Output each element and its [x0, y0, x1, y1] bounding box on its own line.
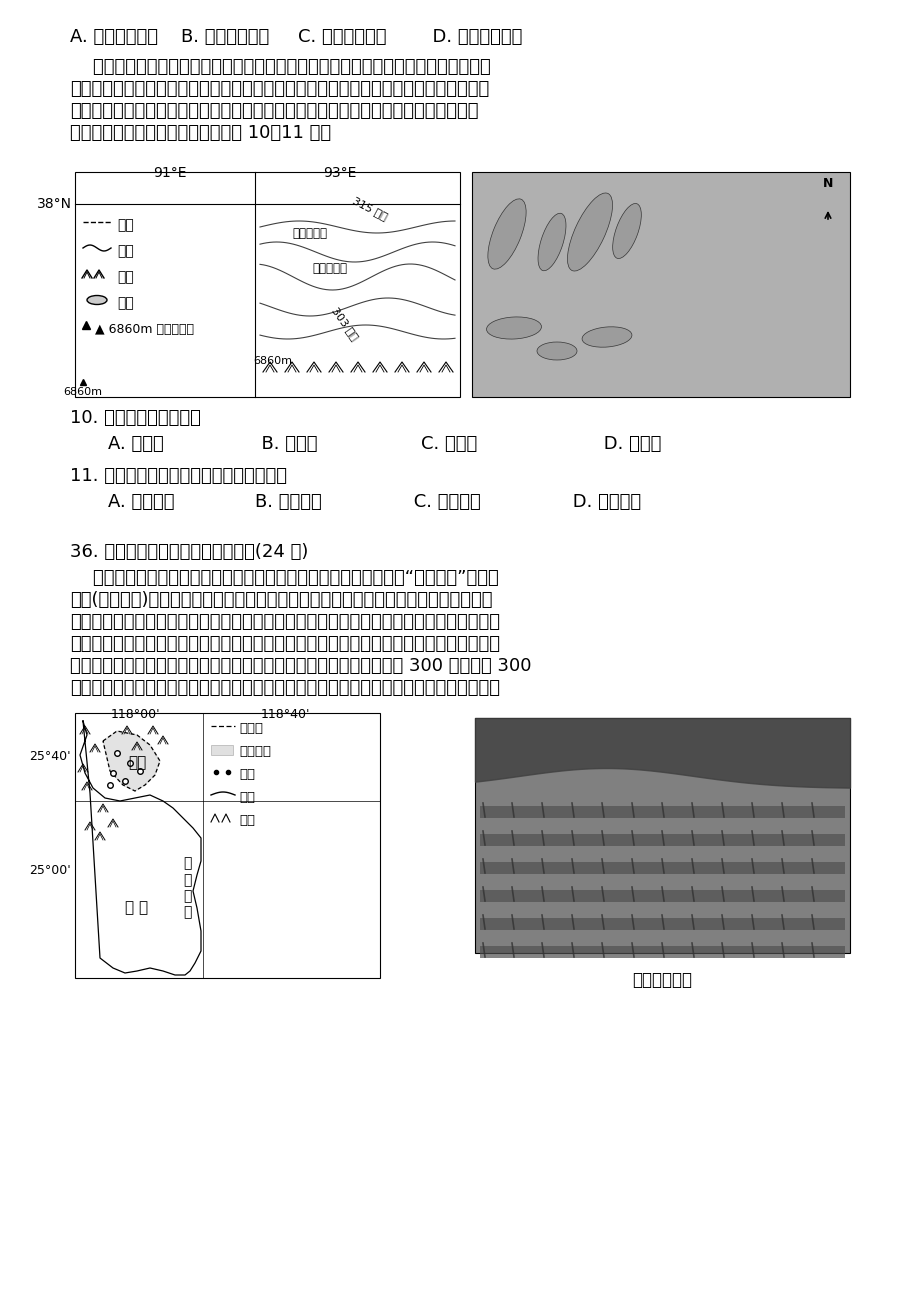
- Ellipse shape: [538, 214, 565, 271]
- Bar: [480, 947, 844, 958]
- Polygon shape: [103, 730, 160, 792]
- Text: 西台吉乃尔: 西台吉乃尔: [292, 227, 327, 240]
- Text: 6860m: 6860m: [254, 355, 292, 366]
- Text: 10. 图中常年盛行风向为: 10. 图中常年盛行风向为: [70, 409, 200, 427]
- Text: 湖泊: 湖泊: [117, 296, 133, 310]
- Text: 303 省道: 303 省道: [330, 306, 359, 342]
- Ellipse shape: [486, 316, 541, 339]
- Bar: [75, 713, 380, 978]
- Bar: [480, 835, 844, 846]
- Text: 东台吉乃尔: 东台吉乃尔: [312, 262, 347, 275]
- Bar: [480, 918, 844, 930]
- Text: 多种，一批与蔽香研发、生产相关的企业不断在永春集聚。下图示意永春位置及晨香场景。: 多种，一批与蔽香研发、生产相关的企业不断在永春集聚。下图示意永春位置及晨香场景。: [70, 680, 499, 697]
- Text: 118°40': 118°40': [260, 708, 310, 721]
- Text: 蚀下，形成的相间排列土崩和沟槽地貌组合。位于青海省海西州的东台吉乃尔湖，因为近: 蚀下，形成的相间排列土崩和沟槽地貌组合。位于青海省海西州的东台吉乃尔湖，因为近: [70, 79, 489, 98]
- Text: 永春晨香场景: 永春晨香场景: [631, 971, 691, 990]
- Text: 年来湖泊面积变化，形成了蔚为壮观的水上雅丹地貌景观。下图为东台吉乃尔湖位置示: 年来湖泊面积变化，形成了蔚为壮观的水上雅丹地貌景观。下图为东台吉乃尔湖位置示: [70, 102, 478, 120]
- Text: 38°N: 38°N: [37, 197, 72, 211]
- Text: 永春: 永春: [128, 755, 146, 771]
- Text: 意与水上雅丹地貌景观图，据此完成 10～11 题。: 意与水上雅丹地貌景观图，据此完成 10～11 题。: [70, 124, 331, 142]
- Bar: [480, 806, 844, 818]
- Text: 福建省永春县是闽南著名侨乡，境内多山，因其制香历史悠久，有“中国香都”之称。: 福建省永春县是闽南著名侨乡，境内多山，因其制香历史悠久，有“中国香都”之称。: [70, 569, 498, 587]
- Text: 山脉: 山脉: [117, 270, 133, 284]
- Text: 城市: 城市: [239, 768, 255, 781]
- Bar: [471, 172, 849, 397]
- Ellipse shape: [537, 342, 576, 359]
- Text: 用电烘房、电气化制香设备制香，推出了更多适应市场需求的高端香制品，一些有着騱蚁、: 用电烘房、电气化制香设备制香，推出了更多适应市场需求的高端香制品，一些有着騱蚁、: [70, 635, 499, 654]
- Ellipse shape: [567, 193, 612, 271]
- Text: 93°E: 93°E: [323, 165, 357, 180]
- Text: A. 茂草容易腐烂    B. 地震破坏墙体     C. 大风吹翻屋顶        D. 暴雨冲毁泥墙: A. 茂草容易腐烂 B. 地震破坏墙体 C. 大风吹翻屋顶 D. 暴雨冲毁泥墙: [70, 29, 522, 46]
- Text: 养生功能的香制品畅销日本和东南亚市场。目前，全县共有制香企业近 300 家，产品 300: 养生功能的香制品畅销日本和东南亚市场。目前，全县共有制香企业近 300 家，产品…: [70, 658, 531, 674]
- Text: 河流: 河流: [239, 792, 255, 805]
- Text: A. 西南风                 B. 西北风                  C. 东南风                      D. 东北: A. 西南风 B. 西北风 C. 东南风 D. 东北: [85, 435, 661, 453]
- Ellipse shape: [87, 296, 107, 305]
- Text: 蔽香(又名神香)以几百种中药材和永春优质毛麻竹做原料，采用传统工艺手工制作，具有: 蔽香(又名神香)以几百种中药材和永春优质毛麻竹做原料，采用传统工艺手工制作，具有: [70, 591, 492, 609]
- Text: A. 地壳下陥              B. 降水增加                C. 气温升高                D. 植被增多: A. 地壳下陥 B. 降水增加 C. 气温升高 D. 植被增多: [85, 493, 641, 510]
- Bar: [210, 745, 233, 755]
- Ellipse shape: [582, 327, 631, 348]
- Ellipse shape: [487, 199, 526, 270]
- Bar: [480, 891, 844, 902]
- Text: 区县范围: 区县范围: [239, 745, 271, 758]
- Text: 6860m: 6860m: [63, 387, 102, 397]
- Text: 地区界: 地区界: [239, 723, 263, 736]
- Bar: [480, 862, 844, 874]
- Text: 25°00': 25°00': [29, 863, 71, 876]
- Text: ▲ 6860m 山峰及海拔: ▲ 6860m 山峰及海拔: [95, 323, 194, 336]
- Text: 91°E: 91°E: [153, 165, 187, 180]
- Text: 118°00': 118°00': [110, 708, 160, 721]
- Text: 山地: 山地: [239, 814, 255, 827]
- Text: 外观精美、香型优异、清新抑菌、医疗功效、点燃性好、保存期佳等特点。近年来，该县利: 外观精美、香型优异、清新抑菌、医疗功效、点燃性好、保存期佳等特点。近年来，该县利: [70, 613, 499, 631]
- Text: 315 国道: 315 国道: [351, 195, 389, 223]
- Text: 台
湾
海
峡: 台 湾 海 峡: [183, 857, 191, 919]
- Text: 雅丹地貌泛指干旱地区的河湖相土状沉积物所形成的地面，常在定向风沿裂隙不断吹: 雅丹地貌泛指干旱地区的河湖相土状沉积物所形成的地面，常在定向风沿裂隙不断吹: [70, 59, 490, 76]
- Bar: [75, 172, 460, 397]
- Bar: [474, 717, 849, 953]
- Text: 河流: 河流: [117, 243, 133, 258]
- Text: 25°40': 25°40': [29, 750, 71, 763]
- Text: 36. 阅读图文资料，完成下列要求。(24 分): 36. 阅读图文资料，完成下列要求。(24 分): [70, 543, 308, 561]
- Ellipse shape: [612, 203, 641, 259]
- Text: N: N: [822, 177, 833, 190]
- Text: 泉 州: 泉 州: [125, 901, 148, 915]
- Text: 公路: 公路: [117, 217, 133, 232]
- Text: 11. 该地水上雅丹地貌景观的出现，反映了: 11. 该地水上雅丹地貌景观的出现，反映了: [70, 467, 287, 486]
